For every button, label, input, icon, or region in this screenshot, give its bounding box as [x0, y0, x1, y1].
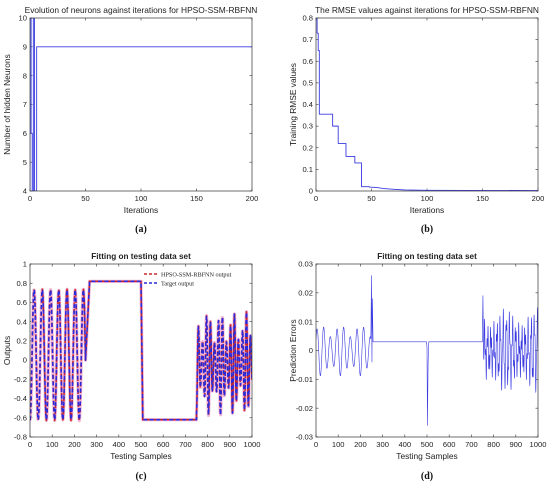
y-tick-label: -0.01 [296, 375, 313, 384]
y-tick-label: -0.02 [296, 404, 313, 413]
y-tick-label: 0 [309, 187, 313, 196]
plot-frame [315, 17, 539, 192]
x-tick-label: 100 [46, 440, 59, 449]
x-tick-label: 300 [90, 440, 103, 449]
chart-title: The RMSE values against iterations for H… [315, 5, 539, 15]
x-tick-label: 500 [421, 440, 434, 449]
chart-title: Fitting on testing data set [377, 252, 477, 261]
y-tick-label: 7 [23, 100, 27, 109]
y-tick-label: 0.6 [16, 298, 27, 307]
y-axis-label: Outputs [2, 336, 12, 365]
x-tick-label: 900 [509, 440, 522, 449]
y-tick-label: 0.6 [302, 57, 313, 66]
plot-frame [315, 263, 539, 438]
y-tick-label: 0.4 [302, 100, 313, 109]
x-tick-label: 0 [314, 194, 318, 203]
panel-caption: (b) [421, 224, 433, 235]
x-axis-label: Iterations [124, 205, 158, 215]
y-tick-label: -0.4 [14, 394, 27, 403]
series-line [316, 18, 538, 191]
x-tick-label: 100 [332, 440, 345, 449]
x-tick-label: 100 [421, 194, 434, 203]
y-axis-label: Number of hidden Neurons [2, 54, 12, 155]
y-tick-label: 0.8 [16, 279, 27, 288]
plot-frame [29, 263, 253, 438]
x-tick-label: 1000 [244, 440, 261, 449]
chart-title: Evolution of neurons against iterations … [25, 5, 258, 15]
y-axis-label: Training RMSE values [288, 63, 298, 146]
y-tick-label: 0.03 [298, 260, 313, 269]
x-tick-label: 800 [201, 440, 214, 449]
y-tick-label: 0.1 [302, 165, 313, 174]
y-tick-label: 4 [23, 187, 27, 196]
x-tick-label: 50 [81, 194, 89, 203]
legend: HPSO-SSM-RBFNN output Target output [144, 271, 232, 287]
panel-caption: (a) [135, 224, 147, 235]
y-tick-label: 0 [23, 356, 27, 365]
x-tick-label: 200 [68, 440, 81, 449]
series-line [316, 275, 538, 426]
y-tick-label: 0.2 [302, 143, 313, 152]
x-tick-label: 50 [367, 194, 375, 203]
legend-label: Target output [161, 280, 194, 287]
x-tick-label: 0 [314, 440, 318, 449]
plot-frame [29, 17, 253, 192]
x-tick-label: 900 [223, 440, 236, 449]
y-tick-label: 0.5 [302, 78, 313, 87]
y-tick-label: 0.4 [16, 317, 27, 326]
x-tick-label: 100 [135, 194, 148, 203]
x-tick-label: 150 [190, 194, 203, 203]
y-tick-label: 6 [23, 129, 27, 138]
plot-area [30, 18, 252, 191]
x-axis-label: Iterations [410, 205, 444, 215]
x-tick-label: 150 [476, 194, 489, 203]
x-tick-label: 200 [354, 440, 367, 449]
y-tick-label: 0 [309, 346, 313, 355]
x-tick-label: 1000 [530, 440, 547, 449]
y-tick-label: 5 [23, 158, 27, 167]
x-tick-label: 600 [157, 440, 170, 449]
x-tick-label: 400 [112, 440, 125, 449]
y-tick-label: -0.8 [14, 433, 27, 442]
y-tick-label: 9 [23, 42, 27, 51]
x-tick-label: 700 [179, 440, 192, 449]
x-axis-label: Testing Samples [110, 451, 171, 461]
x-tick-label: 200 [532, 194, 545, 203]
y-tick-label: 0.3 [302, 122, 313, 131]
y-tick-label: 0.8 [302, 14, 313, 23]
panel-caption: (c) [135, 471, 146, 482]
series-line-target [30, 280, 252, 421]
x-tick-label: 400 [398, 440, 411, 449]
panel-b: The RMSE values against iterations for H… [288, 5, 544, 235]
x-axis-label: Testing Samples [396, 451, 457, 461]
y-tick-label: 0.02 [298, 288, 313, 297]
plot-area [316, 18, 538, 191]
y-axis-label: Prediction Errors [288, 319, 298, 381]
y-tick-label: 1 [23, 260, 27, 269]
panel-c: Fitting on testing data set 0 100 200 300 400… [2, 252, 260, 482]
y-tick-label: 0.2 [16, 336, 27, 345]
x-tick-label: 700 [465, 440, 478, 449]
panel-caption: (d) [421, 471, 433, 482]
x-tick-label: 300 [376, 440, 389, 449]
panel-a: Evolution of neurons against iterations … [2, 5, 258, 235]
y-tick-label: 10 [19, 14, 27, 23]
y-tick-label: 0.01 [298, 317, 313, 326]
x-tick-label: 0 [28, 194, 32, 203]
y-tick-label: 0.7 [302, 35, 313, 44]
x-tick-label: 500 [135, 440, 148, 449]
x-tick-label: 600 [443, 440, 456, 449]
y-tick-label: 8 [23, 71, 27, 80]
y-tick-label: -0.03 [296, 433, 313, 442]
chart-title: Fitting on testing data set [91, 252, 191, 261]
panel-d: Fitting on testing data set 0 100 200 300 400… [288, 252, 546, 482]
y-tick-label: -0.2 [14, 375, 27, 384]
y-tick-label: -0.6 [14, 413, 27, 422]
legend-label: HPSO-SSM-RBFNN output [161, 271, 232, 278]
x-tick-label: 0 [28, 440, 32, 449]
x-tick-label: 200 [246, 194, 259, 203]
x-tick-label: 800 [487, 440, 500, 449]
